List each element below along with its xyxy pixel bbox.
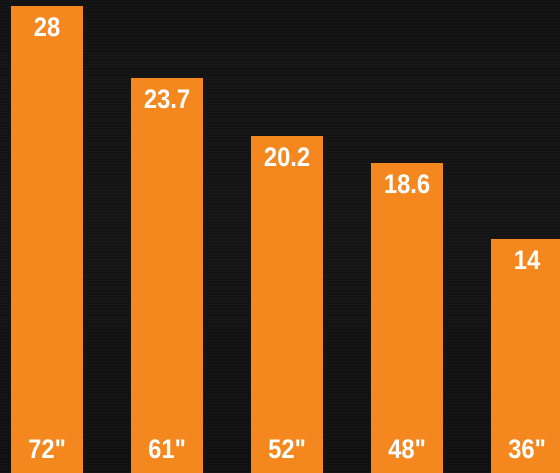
data-label: 23.7 <box>143 84 191 114</box>
data-label: 14 <box>513 245 541 275</box>
bar-36in: 14 36" <box>491 239 560 473</box>
category-label: 36" <box>508 434 546 464</box>
bar-52in: 20.2 52" <box>251 136 323 473</box>
category-label: 61" <box>148 434 186 464</box>
bar-61in: 23.7 61" <box>131 78 203 473</box>
category-label: 48" <box>388 434 426 464</box>
data-label: 28 <box>33 12 61 42</box>
bar-48in: 18.6 48" <box>371 163 443 473</box>
bar-72in: 28 72" <box>11 6 83 473</box>
data-label: 20.2 <box>263 142 311 172</box>
category-label: 52" <box>268 434 306 464</box>
data-label: 18.6 <box>383 169 431 199</box>
category-label: 72" <box>28 434 66 464</box>
